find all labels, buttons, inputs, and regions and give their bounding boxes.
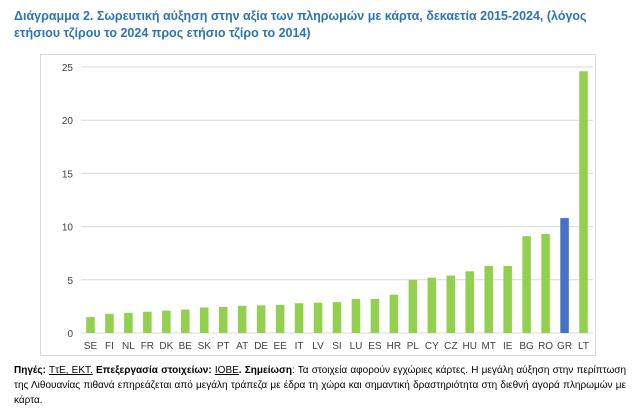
y-tick-label: 5 [67, 276, 73, 287]
x-tick-label: PT [217, 341, 230, 352]
bar-it [294, 303, 304, 333]
bar-fr [143, 311, 152, 333]
x-tick-label: LU [350, 341, 363, 352]
x-tick-label: LT [578, 341, 589, 352]
x-tick-label: EE [273, 341, 287, 352]
note-text: : Τα στοιχεία αφορούν εγχώριες κάρτες. Η… [14, 365, 626, 406]
bar-pl [408, 279, 418, 333]
bar-be [181, 309, 190, 333]
y-tick-label: 10 [62, 223, 74, 234]
bar-nl [124, 312, 133, 333]
x-tick-label: FR [141, 341, 154, 352]
y-tick-label: 25 [62, 63, 74, 74]
x-tick-label: NL [122, 341, 135, 352]
x-tick-label: ES [368, 341, 382, 352]
bar-hr [389, 294, 399, 333]
processing-value: ΙΟΒΕ [214, 365, 239, 376]
note-label: Σημείωση [244, 365, 292, 376]
sources-value: ΤτΕ, ΕΚΤ. [48, 365, 93, 376]
x-tick-label: BG [519, 341, 534, 352]
x-tick-label: HR [387, 341, 401, 352]
chart-area: 0 5 10 15 20 25 SE FI NL FR DK BE SK PT AT DE EE IT LV SI LU… [40, 54, 596, 356]
bar-ee [275, 304, 285, 333]
bar-dk [162, 310, 171, 333]
bar-lu [351, 298, 361, 333]
bar-mt [484, 265, 493, 333]
x-tick-label: DE [254, 341, 268, 352]
x-tick-label: MT [481, 341, 495, 352]
x-tick-label: SE [84, 341, 98, 352]
y-tick-label: 0 [67, 329, 73, 340]
sources-label: Πηγές: [14, 365, 46, 376]
source-note: Πηγές: ΤτΕ, ΕΚΤ. Επεξεργασία στοιχείων: … [14, 365, 626, 406]
x-tick-label: IT [295, 341, 304, 352]
bar-lt [579, 71, 588, 334]
bar-si [332, 302, 342, 333]
bar-cz [446, 275, 456, 333]
x-tick-label: PL [407, 341, 420, 352]
bar-de [256, 305, 266, 333]
x-tick-label: AT [236, 341, 248, 352]
bar-pt [218, 306, 228, 333]
x-tick-label: CY [425, 341, 439, 352]
bar-gr [560, 218, 569, 333]
bar-bg [522, 236, 531, 333]
x-tick-label: RO [538, 341, 553, 352]
x-tick-label: BE [179, 341, 193, 352]
bar-cy [427, 277, 437, 333]
x-tick-label: GR [557, 341, 572, 352]
x-tick-label: HU [463, 341, 477, 352]
bar-fi [105, 313, 114, 333]
x-tick-label: SI [332, 341, 341, 352]
bar-at [237, 305, 247, 333]
x-tick-label: CZ [444, 341, 457, 352]
bar-hu [465, 271, 475, 333]
x-tick-label: FI [105, 341, 114, 352]
bar-sk [199, 307, 209, 333]
x-tick-label: DK [159, 341, 173, 352]
processing-label: Επεξεργασία στοιχείων: [96, 365, 212, 376]
bar-es [370, 298, 380, 333]
bar-lv [313, 302, 323, 333]
y-tick-label: 20 [62, 116, 74, 127]
x-tick-label: IE [503, 341, 513, 352]
bar-se [86, 317, 95, 333]
x-tick-label: LV [312, 341, 324, 352]
x-tick-label: SK [198, 341, 212, 352]
bar-chart: 0 5 10 15 20 25 SE FI NL FR DK BE SK PT AT DE EE IT LV SI LU… [62, 63, 593, 352]
y-tick-label: 15 [62, 169, 74, 180]
bar-ro [541, 234, 550, 333]
bar-ie [503, 265, 512, 333]
chart-title: Διάγραμμα 2. Σωρευτική αύξηση στην αξία … [14, 9, 587, 40]
